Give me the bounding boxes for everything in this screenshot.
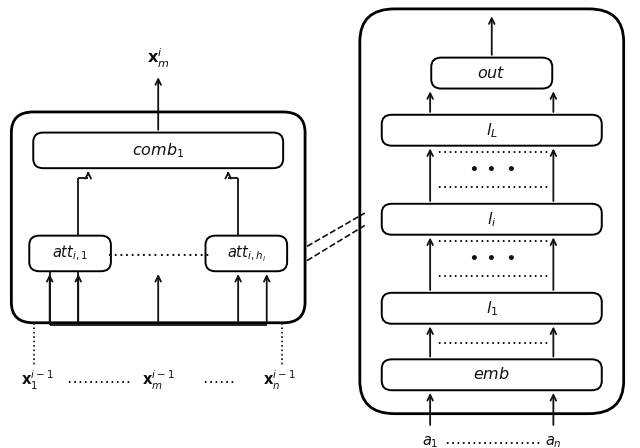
FancyBboxPatch shape	[381, 359, 602, 390]
FancyBboxPatch shape	[360, 9, 623, 414]
Text: $\bullet\,\bullet\,\bullet$: $\bullet\,\bullet\,\bullet$	[468, 248, 515, 265]
Text: $\mathbf{x}_n^{i-1}$: $\mathbf{x}_n^{i-1}$	[263, 369, 295, 392]
Text: $\cdots\cdots\cdots\cdots\cdots\cdots\cdots$: $\cdots\cdots\cdots\cdots\cdots\cdots\cd…	[436, 333, 548, 350]
Text: $l_1$: $l_1$	[486, 299, 498, 318]
FancyBboxPatch shape	[205, 236, 287, 271]
FancyBboxPatch shape	[29, 236, 111, 271]
FancyBboxPatch shape	[381, 115, 602, 146]
Text: $l_i$: $l_i$	[487, 210, 497, 228]
Text: $out$: $out$	[477, 65, 506, 82]
Text: $\mathbf{x}_1^{i-1}$: $\mathbf{x}_1^{i-1}$	[21, 369, 54, 392]
Text: $emb$: $emb$	[474, 366, 510, 383]
Text: $a_n$: $a_n$	[545, 434, 562, 448]
Text: $\bullet\,\bullet\,\bullet$: $\bullet\,\bullet\,\bullet$	[468, 159, 515, 176]
Text: $\cdots\cdots\cdots\cdots\cdots\cdots\cdots$: $\cdots\cdots\cdots\cdots\cdots\cdots\cd…	[436, 177, 548, 194]
Text: $a_1$: $a_1$	[422, 434, 438, 448]
FancyBboxPatch shape	[381, 204, 602, 235]
Text: $\cdots\cdots$: $\cdots\cdots$	[202, 372, 235, 389]
FancyBboxPatch shape	[33, 133, 283, 168]
Text: $l_L$: $l_L$	[486, 121, 498, 140]
Text: $\mathbf{x}_m^{i-1}$: $\mathbf{x}_m^{i-1}$	[142, 369, 175, 392]
Text: $comb_1$: $comb_1$	[132, 141, 184, 160]
FancyBboxPatch shape	[431, 58, 552, 89]
Text: $\cdots\cdots\cdots\cdots\cdots\cdots\cdots$: $\cdots\cdots\cdots\cdots\cdots\cdots\cd…	[436, 267, 548, 284]
Text: $\cdots\cdots\cdots\cdots\cdots\cdots\cdots$: $\cdots\cdots\cdots\cdots\cdots\cdots\cd…	[436, 231, 548, 248]
Text: $att_{i,h_i}$: $att_{i,h_i}$	[227, 243, 266, 264]
Text: $\cdots\cdots\cdots\cdots\cdots\cdots\cdots$: $\cdots\cdots\cdots\cdots\cdots\cdots\cd…	[436, 142, 548, 159]
Text: $\cdots\cdots\cdots\cdots$: $\cdots\cdots\cdots\cdots$	[66, 372, 130, 389]
Text: $att_{i,1}$: $att_{i,1}$	[52, 244, 88, 263]
FancyBboxPatch shape	[12, 112, 305, 323]
Text: $\cdots\cdots\cdots\cdots\cdots\cdots$: $\cdots\cdots\cdots\cdots\cdots\cdots$	[106, 245, 211, 262]
FancyBboxPatch shape	[381, 293, 602, 324]
Text: $\cdots\cdots\cdots\cdots\cdots\cdots$: $\cdots\cdots\cdots\cdots\cdots\cdots$	[444, 433, 540, 448]
Text: $\mathbf{x}_m^i$: $\mathbf{x}_m^i$	[147, 47, 170, 70]
